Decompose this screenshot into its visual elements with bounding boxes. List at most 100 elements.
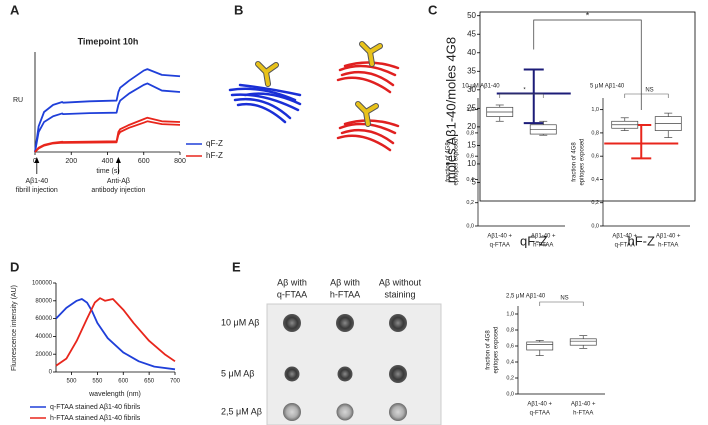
x-tick-label: 600 bbox=[118, 379, 129, 385]
fibril-red bbox=[336, 61, 400, 94]
fibril-group bbox=[336, 101, 400, 152]
x-tick-label: qF-Z bbox=[520, 233, 548, 248]
blot-column-header: q-FTAA bbox=[277, 289, 307, 299]
x-tick-label: q-FTAA bbox=[615, 243, 635, 249]
box bbox=[526, 341, 554, 351]
y-axis-label: RU bbox=[13, 97, 23, 104]
y-tick-label: 30 bbox=[467, 85, 476, 94]
x-tick-label: Aβ1-40 + bbox=[487, 234, 512, 240]
x-tick-label: 700 bbox=[170, 379, 181, 385]
chart-title: 2,5 μM Aβ1-40 bbox=[506, 294, 546, 300]
y-tick-label: 0,0 bbox=[591, 223, 599, 229]
x-tick-label: hF-Z bbox=[628, 233, 656, 248]
y-axis-label: epitopes exposed bbox=[494, 326, 500, 373]
y-tick-label: 15 bbox=[467, 141, 476, 150]
antibody bbox=[355, 101, 379, 127]
blot-dot bbox=[336, 403, 354, 421]
y-tick-label: 0,2 bbox=[591, 200, 599, 206]
y-tick-label: 5 bbox=[472, 178, 477, 187]
x-tick-label: 800 bbox=[174, 158, 186, 165]
x-axis-label: time (s) bbox=[96, 168, 119, 175]
chart-title: Timepoint 10h bbox=[78, 36, 139, 46]
blot-column-header: Aβ with bbox=[330, 277, 360, 287]
significance-label: NS bbox=[645, 88, 653, 94]
blot-dot bbox=[389, 365, 407, 383]
legend-label: h-FTAA stained Aβ1-40 fibrils bbox=[50, 415, 141, 422]
x-tick-label: Aβ1-40 + bbox=[612, 234, 637, 240]
x-tick-label: 600 bbox=[138, 158, 150, 165]
y-tick-label: 80000 bbox=[35, 298, 52, 304]
y-tick-label: 0,2 bbox=[466, 200, 474, 206]
blot-dot bbox=[389, 314, 407, 332]
y-tick-label: 0 bbox=[49, 370, 53, 376]
blot-column-header: Aβ with bbox=[277, 277, 307, 287]
significance-label: * bbox=[523, 88, 526, 94]
series-line bbox=[55, 297, 176, 367]
panel-label: B bbox=[234, 2, 243, 17]
y-tick-label: 35 bbox=[467, 66, 476, 75]
y-tick-label: 1,0 bbox=[506, 311, 514, 317]
blot-row-label: 10 μM Aβ bbox=[221, 317, 259, 327]
x-tick-label: q-FTAA bbox=[530, 411, 550, 417]
y-tick-label: 10 bbox=[467, 159, 476, 168]
y-tick-label: 60000 bbox=[35, 316, 52, 322]
chart-title: 10 μM Aβ1-40 bbox=[462, 84, 500, 90]
panel-label: A bbox=[10, 2, 20, 17]
y-tick-label: 0,2 bbox=[506, 375, 514, 381]
x-tick-label: h-FTAA bbox=[658, 243, 678, 249]
y-tick-label: 0,0 bbox=[506, 391, 514, 397]
fibril-blue bbox=[228, 83, 302, 124]
y-tick-label: 0,8 bbox=[591, 130, 599, 136]
y-axis-label: fraction of 4G8 bbox=[446, 142, 452, 182]
blot-column-header: staining bbox=[384, 289, 415, 299]
x-tick-label: 200 bbox=[65, 158, 77, 165]
y-tick-label: 1,0 bbox=[466, 107, 474, 113]
panel-label: D bbox=[10, 259, 19, 274]
y-tick-label: 25 bbox=[467, 103, 476, 112]
y-tick-label: 50 bbox=[467, 11, 476, 20]
annotation-text: Anti-Aβ bbox=[107, 178, 130, 185]
annotation-text: fibrill injection bbox=[16, 187, 58, 194]
x-tick-label: Aβ1-40 + bbox=[656, 234, 681, 240]
chart-title: 5 μM Aβ1-40 bbox=[590, 84, 625, 90]
blot-dot bbox=[283, 314, 301, 332]
blot-column-header: h-FTAA bbox=[330, 289, 360, 299]
blot-dot bbox=[284, 366, 300, 382]
y-tick-label: 0,0 bbox=[466, 223, 474, 229]
blot-column-headers: Aβ with q-FTAA Aβ with h-FTAA Aβ without… bbox=[277, 277, 422, 299]
significance-bracket bbox=[499, 93, 544, 98]
box bbox=[569, 338, 597, 346]
annotation-arrowhead bbox=[34, 157, 40, 163]
y-tick-label: 0,8 bbox=[466, 130, 474, 136]
legend-label: qF-Z bbox=[206, 139, 223, 148]
y-tick-label: 100000 bbox=[32, 281, 53, 287]
antibody bbox=[359, 41, 383, 67]
blot-dot bbox=[337, 366, 353, 382]
series-line bbox=[34, 120, 181, 153]
y-tick-label: 0,6 bbox=[506, 343, 514, 349]
blot-column-header: Aβ without bbox=[379, 277, 422, 287]
y-tick-label: 40000 bbox=[35, 334, 52, 340]
y-axis-label: fraction of 4G8 bbox=[486, 330, 492, 370]
significance-label: NS bbox=[560, 296, 568, 302]
y-tick-label: 40 bbox=[467, 48, 476, 57]
x-tick-label: q-FTAA bbox=[490, 243, 510, 249]
annotation-text: antibody injection bbox=[91, 187, 145, 194]
x-tick-label: Aβ1-40 + bbox=[531, 234, 556, 240]
significance-bracket bbox=[624, 93, 669, 98]
blot-row-labels: 10 μM Aβ 5 μM Aβ 2,5 μM Aβ bbox=[221, 317, 262, 416]
y-tick-label: 0,4 bbox=[466, 177, 474, 183]
blot-row-label: 5 μM Aβ bbox=[221, 368, 254, 378]
significance-label: * bbox=[586, 10, 590, 20]
antibody bbox=[255, 61, 279, 87]
y-tick-label: 20000 bbox=[35, 352, 52, 358]
blot-dot bbox=[283, 403, 301, 421]
y-tick-label: 0,6 bbox=[591, 154, 599, 160]
legend-label: q-FTAA stained Aβ1-40 fibrils bbox=[50, 404, 141, 411]
blot-row-label: 2,5 μM Aβ bbox=[221, 406, 262, 416]
y-tick-label: 0,4 bbox=[506, 359, 514, 365]
y-axis-label: Fluorescence intensity (AU) bbox=[11, 285, 18, 371]
y-tick-label: 20 bbox=[467, 122, 476, 131]
